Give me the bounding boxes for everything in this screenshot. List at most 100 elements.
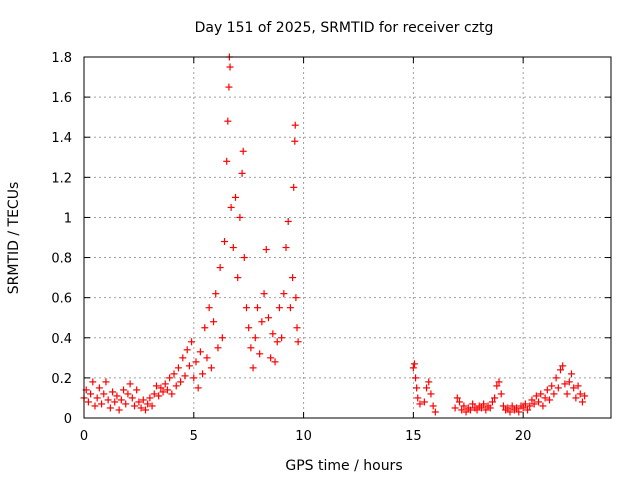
data-point	[229, 244, 237, 252]
data-point	[139, 396, 147, 404]
y-tick-label: 0.2	[51, 372, 72, 387]
data-point	[104, 396, 112, 404]
data-point	[412, 374, 420, 382]
data-point	[207, 364, 215, 372]
data-point	[515, 408, 523, 416]
data-point	[115, 406, 123, 414]
data-point	[247, 344, 255, 352]
data-point	[548, 382, 556, 390]
data-point	[537, 390, 545, 398]
data-point	[495, 378, 503, 386]
data-point	[409, 364, 417, 372]
data-point	[271, 358, 279, 366]
data-point	[152, 382, 160, 390]
data-point	[293, 324, 301, 332]
data-point	[264, 314, 272, 322]
data-point	[179, 354, 187, 362]
data-point	[238, 169, 246, 177]
data-point	[262, 246, 270, 254]
data-point	[260, 290, 268, 298]
y-tick-label: 1.4	[51, 131, 72, 146]
data-point	[135, 398, 143, 406]
data-point	[113, 392, 121, 400]
data-point	[567, 370, 575, 378]
chart-title: Day 151 of 2025, SRMTID for receiver czt…	[195, 20, 494, 36]
data-point	[477, 404, 485, 412]
data-point	[291, 137, 299, 145]
data-point	[168, 390, 176, 398]
data-point	[190, 374, 198, 382]
data-point	[267, 354, 275, 362]
data-point	[170, 370, 178, 378]
data-point	[554, 384, 562, 392]
data-point	[203, 354, 211, 362]
data-point	[519, 404, 527, 412]
y-tick-label: 0.4	[51, 332, 72, 347]
data-point	[174, 364, 182, 372]
data-point	[223, 157, 231, 165]
data-point	[106, 404, 114, 412]
data-point	[212, 290, 220, 298]
data-point	[177, 378, 185, 386]
data-point	[194, 384, 202, 392]
data-point	[131, 402, 139, 410]
data-point	[504, 404, 512, 412]
data-point	[236, 213, 244, 221]
data-point	[269, 330, 277, 338]
data-point	[183, 346, 191, 354]
data-point	[157, 384, 165, 392]
plot-frame	[83, 56, 612, 419]
data-point	[249, 364, 257, 372]
data-point	[240, 254, 248, 262]
data-point	[506, 408, 514, 416]
y-tick-label: 1.6	[51, 91, 72, 106]
data-point	[196, 348, 204, 356]
data-point	[528, 396, 536, 404]
data-point	[284, 217, 292, 225]
data-point	[543, 386, 551, 394]
data-point	[166, 374, 174, 382]
y-axis-label: SRMTID / TECUs	[6, 182, 22, 295]
data-point	[192, 358, 200, 366]
data-point	[87, 390, 95, 398]
data-point	[546, 396, 554, 404]
y-tick-label: 0	[64, 412, 72, 427]
data-point	[294, 338, 302, 346]
data-point	[291, 121, 299, 129]
data-point	[550, 390, 558, 398]
data-point	[278, 334, 286, 342]
axis-layer: 0 0.2 0.4 0.6 0.8 1 1.2 1.4 1.6 1.8 0 5 10 15 20	[51, 51, 611, 444]
data-point	[133, 386, 141, 394]
y-tick-label: 0.6	[51, 292, 72, 307]
y-tick-label: 0.8	[51, 252, 72, 267]
data-point	[239, 147, 247, 155]
data-point	[572, 394, 580, 402]
data-point	[122, 400, 130, 408]
data-point	[524, 406, 532, 414]
data-point	[561, 380, 569, 388]
data-point	[95, 384, 103, 392]
data-point	[289, 274, 297, 282]
data-point	[469, 400, 477, 408]
data-point	[513, 404, 521, 412]
data-point	[224, 117, 232, 125]
data-point	[462, 408, 470, 416]
data-point	[159, 388, 167, 396]
data-point	[242, 304, 250, 312]
data-point	[126, 380, 134, 388]
data-point	[497, 390, 505, 398]
data-point	[199, 370, 207, 378]
data-point	[146, 394, 154, 402]
data-point	[556, 366, 564, 374]
data-point	[216, 264, 224, 272]
data-point	[413, 384, 421, 392]
data-point	[225, 83, 233, 91]
data-point	[559, 362, 567, 370]
data-point	[91, 402, 99, 410]
data-point	[427, 390, 435, 398]
data-point	[275, 304, 283, 312]
data-point	[565, 378, 573, 386]
data-point	[93, 394, 101, 402]
data-point	[455, 398, 463, 406]
